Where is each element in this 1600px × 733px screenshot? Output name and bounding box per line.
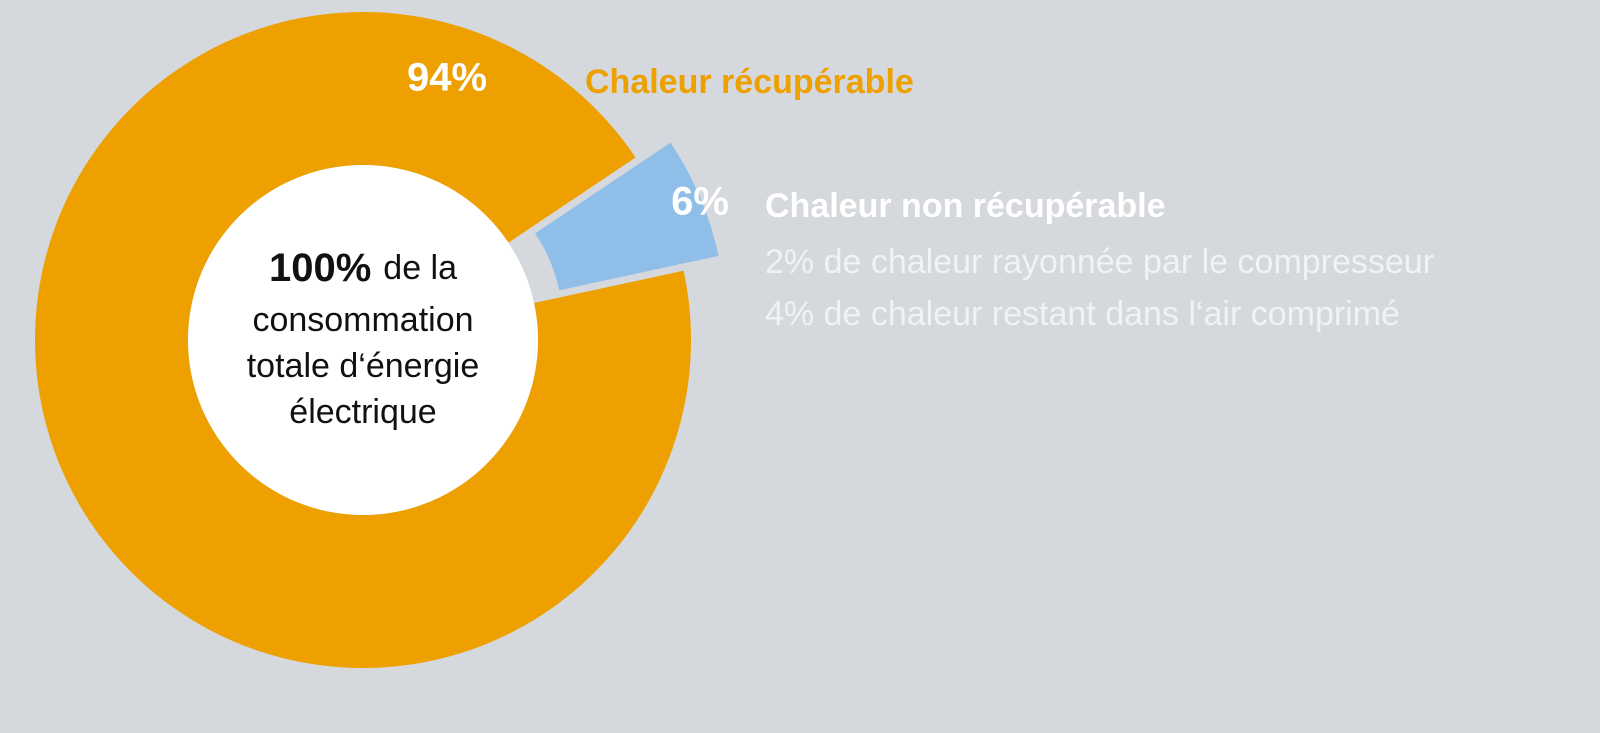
center-circle [188, 165, 538, 515]
center-line: de la [383, 249, 457, 287]
value-label: 94% [407, 56, 487, 100]
center-line: électrique [289, 393, 436, 431]
center-text: 100% de la [269, 246, 457, 290]
category-label: Chaleur non récupérable [765, 187, 1166, 225]
center-line: consommation [252, 301, 473, 339]
donut-slice [34, 11, 692, 668]
center-value: 100% [269, 246, 371, 290]
note: 4% de chaleur restant dans l‘air comprim… [765, 295, 1400, 333]
value-label: 6% [671, 180, 729, 224]
center-line: totale d‘énergie [247, 347, 480, 385]
category-label: Chaleur récupérable [585, 63, 914, 101]
note: 2% de chaleur rayonnée par le compresseu… [765, 243, 1434, 281]
donut-slice [535, 142, 719, 291]
